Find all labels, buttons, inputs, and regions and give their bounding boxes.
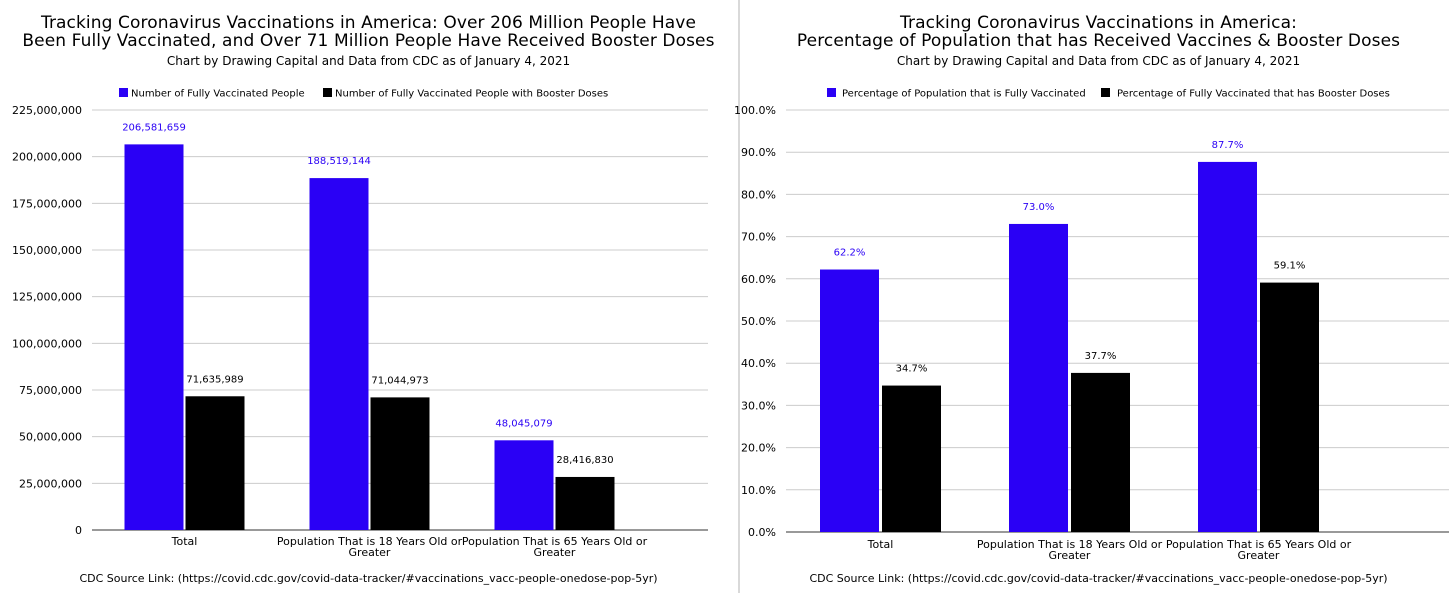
legend-label: Percentage of Fully Vaccinated that has … [1117, 89, 1390, 100]
x-category-label: Greater [1238, 549, 1280, 562]
x-category-label: Population That is 65 Years Old or [462, 535, 648, 548]
y-tick-label: 30.0% [741, 399, 776, 412]
chart-subtitle: Chart by Drawing Capital and Data from C… [166, 54, 571, 68]
bar [555, 476, 615, 530]
chart-title: Tracking Coronavirus Vaccinations in Ame… [741, 14, 1456, 50]
source-link-text: CDC Source Link: (https://covid.cdc.gov/… [79, 572, 658, 585]
bar-data-label: 48,045,079 [495, 418, 552, 429]
bar-data-label: 28,416,830 [556, 455, 613, 466]
chart-title-line-2: Been Fully Vaccinated, and Over 71 Milli… [22, 31, 715, 51]
legend-label: Number of Fully Vaccinated People with B… [335, 89, 608, 100]
chart-title-line-1: Tracking Coronavirus Vaccinations in Ame… [40, 13, 697, 33]
bar [124, 144, 184, 530]
bar [185, 396, 245, 530]
legend-swatch [1101, 88, 1110, 97]
y-tick-label: 20.0% [741, 442, 776, 455]
y-tick-label: 0.0% [748, 526, 776, 539]
x-category-label: Greater [349, 546, 391, 559]
legend-swatch [119, 88, 128, 97]
bar [309, 178, 369, 530]
chart-panel-vaccination-percentage: Tracking Coronavirus Vaccinations in Ame… [734, 0, 1456, 593]
chart-panel-fully-vaccinated-count: Tracking Coronavirus Vaccinations in Ame… [0, 14, 737, 585]
y-tick-label: 50.0% [741, 315, 776, 328]
y-tick-label: 90.0% [741, 146, 776, 159]
x-category-label: Total [171, 535, 198, 548]
y-tick-label: 0 [75, 524, 82, 537]
bar-data-label: 87.7% [1212, 140, 1244, 151]
x-category-label: Population That is 18 Years Old or [277, 535, 463, 548]
y-tick-label: 225,000,000 [12, 104, 82, 117]
bar-data-label: 188,519,144 [307, 156, 371, 167]
bar-data-label: 37.7% [1085, 351, 1117, 362]
bar [370, 397, 430, 530]
bar-data-label: 71,635,989 [186, 374, 243, 385]
y-tick-label: 80.0% [741, 188, 776, 201]
bar [882, 385, 941, 532]
bar [820, 269, 879, 532]
y-tick-label: 25,000,000 [19, 477, 82, 490]
bar-data-label: 73.0% [1023, 202, 1055, 213]
x-category-label: Population That is 18 Years Old or [977, 538, 1163, 551]
y-tick-label: 175,000,000 [12, 197, 82, 210]
y-tick-label: 100,000,000 [12, 337, 82, 350]
bar-chart-fully-vaccinated-count: 0 25,000,000 50,000,000 75,000,000 100,000,0… [12, 88, 708, 559]
bar-data-label: 62.2% [834, 248, 866, 259]
bar-data-label: 59.1% [1274, 261, 1306, 272]
chart-subtitle: Chart by Drawing Capital and Data from C… [896, 54, 1301, 68]
y-tick-label: 200,000,000 [12, 151, 82, 164]
y-tick-label: 75,000,000 [19, 384, 82, 397]
bar-data-label: 206,581,659 [122, 122, 186, 133]
x-category-label: Population That is 65 Years Old or [1166, 538, 1352, 551]
x-category-label: Greater [1049, 549, 1091, 562]
bar [1260, 282, 1319, 532]
y-tick-label: 10.0% [741, 484, 776, 497]
bar [1071, 372, 1130, 532]
bar-data-label: 71,044,973 [371, 375, 428, 386]
legend-swatch [323, 88, 332, 97]
y-tick-label: 125,000,000 [12, 291, 82, 304]
chart-title: Tracking Coronavirus Vaccinations in Ame… [0, 14, 737, 50]
legend-swatch [827, 88, 836, 97]
source-link-text: CDC Source Link: (https://covid.cdc.gov/… [809, 572, 1388, 585]
chart-title-line-1: Tracking Coronavirus Vaccinations in Ame… [900, 13, 1297, 33]
y-tick-label: 150,000,000 [12, 244, 82, 257]
legend-label: Percentage of Population that is Fully V… [842, 89, 1086, 100]
bar [494, 440, 554, 530]
x-category-label: Greater [534, 546, 576, 559]
chart-title-line-2: Percentage of Population that has Receiv… [796, 31, 1401, 51]
x-category-label: Total [867, 538, 894, 551]
y-tick-label: 70.0% [741, 231, 776, 244]
y-tick-label: 60.0% [741, 273, 776, 286]
bar [1198, 161, 1257, 532]
bar-chart-vaccination-percentage: 0.0% 10.0% 20.0% 30.0% 40.0% 50.0% 60.0% 70.0% 8… [734, 88, 1449, 562]
y-tick-label: 50,000,000 [19, 431, 82, 444]
bar-data-label: 34.7% [896, 364, 928, 375]
legend-label: Number of Fully Vaccinated People [131, 89, 305, 100]
panel-divider [738, 0, 740, 593]
bar [1009, 223, 1068, 532]
y-tick-label: 40.0% [741, 357, 776, 370]
y-tick-label: 100.0% [734, 104, 776, 117]
